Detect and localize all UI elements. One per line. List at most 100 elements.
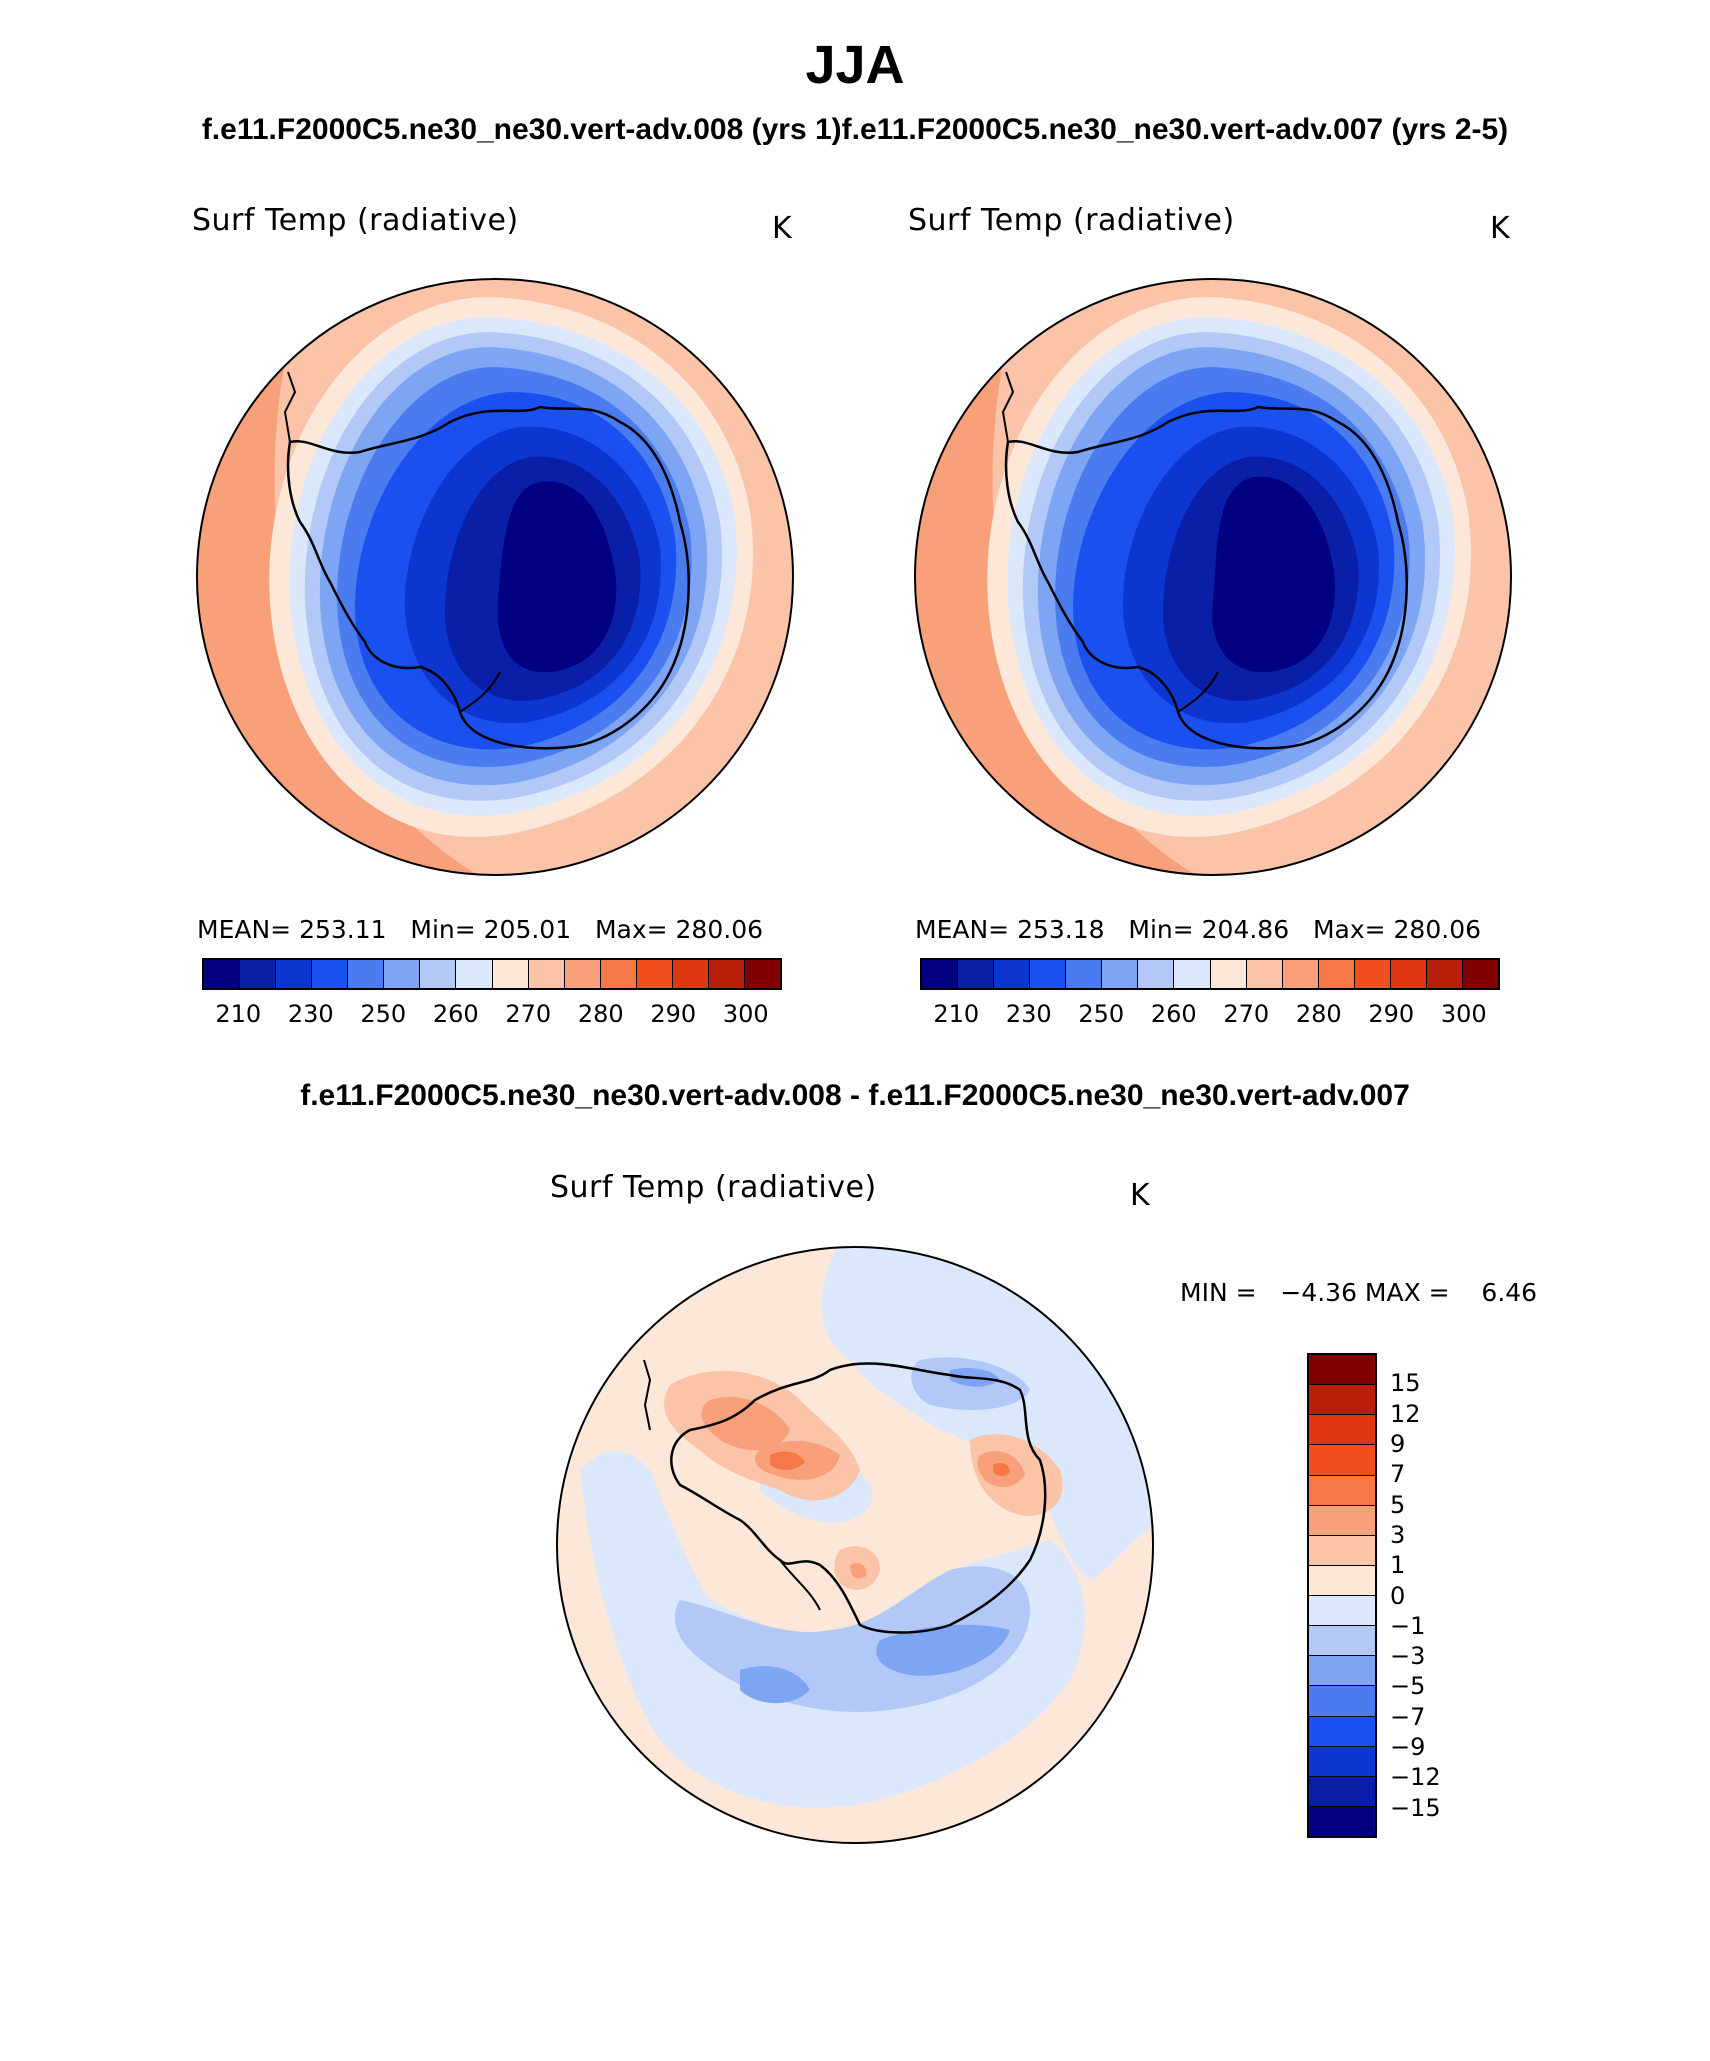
colorbar-tick-label: 210 bbox=[215, 1000, 262, 1028]
colorbar-swatch bbox=[1390, 960, 1427, 988]
colorbar-tick-label: 1 bbox=[1390, 1551, 1406, 1580]
colorbar-swatch bbox=[420, 960, 457, 988]
colorbar-tick-label: 15 bbox=[1390, 1369, 1421, 1398]
colorbar-tick-label: 290 bbox=[1368, 1000, 1415, 1028]
colorbar-tick-label: 300 bbox=[1440, 1000, 1487, 1028]
colorbar-swatch bbox=[1030, 960, 1067, 988]
colorbar-swatch bbox=[1282, 960, 1319, 988]
colorbar-swatch bbox=[1354, 960, 1391, 988]
panel2-colorbar bbox=[920, 958, 1500, 990]
colorbar-swatch bbox=[1309, 1656, 1375, 1687]
colorbar-tick-label: 230 bbox=[287, 1000, 334, 1028]
colorbar-tick-label: 260 bbox=[1150, 1000, 1197, 1028]
panel1-stats: MEAN= 253.11 Min= 205.01 Max= 280.06 bbox=[197, 915, 764, 944]
colorbar-swatch bbox=[1309, 1385, 1375, 1416]
colorbar-tick-label: −9 bbox=[1390, 1733, 1426, 1762]
colorbar-swatch bbox=[1309, 1596, 1375, 1627]
panel1-colorbar-ticks: 210 230 250 260 270 280 290 300 bbox=[202, 1000, 782, 1030]
panel2-variable-label: Surf Temp (radiative) bbox=[908, 203, 1235, 238]
panel1-units-label: K bbox=[772, 211, 793, 246]
colorbar-tick-label: 290 bbox=[650, 1000, 697, 1028]
colorbar-swatch bbox=[456, 960, 493, 988]
panel2-polar-map bbox=[914, 278, 1512, 876]
colorbar-swatch bbox=[492, 960, 529, 988]
colorbar-swatch bbox=[1309, 1505, 1375, 1536]
colorbar-tick-label: 300 bbox=[722, 1000, 769, 1028]
colorbar-swatch bbox=[384, 960, 421, 988]
colorbar-swatch bbox=[1462, 960, 1498, 988]
colorbar-tick-label: −7 bbox=[1390, 1702, 1426, 1731]
colorbar-tick-label: 12 bbox=[1390, 1399, 1421, 1428]
panel1-variable-label: Surf Temp (radiative) bbox=[192, 203, 519, 238]
colorbar-swatch bbox=[1066, 960, 1103, 988]
colorbar-swatch bbox=[1309, 1686, 1375, 1717]
colorbar-swatch bbox=[564, 960, 601, 988]
colorbar-tick-label: 260 bbox=[432, 1000, 479, 1028]
colorbar-swatch bbox=[1309, 1806, 1375, 1836]
colorbar-tick-label: 280 bbox=[1295, 1000, 1342, 1028]
colorbar-tick-label: −1 bbox=[1390, 1611, 1426, 1640]
colorbar-swatch bbox=[312, 960, 349, 988]
colorbar-swatch bbox=[1426, 960, 1463, 988]
diff-polar-map bbox=[556, 1246, 1154, 1844]
colorbar-tick-label: 7 bbox=[1390, 1460, 1406, 1489]
colorbar-swatch bbox=[958, 960, 995, 988]
colorbar-tick-label: 3 bbox=[1390, 1520, 1406, 1549]
colorbar-swatch bbox=[672, 960, 709, 988]
colorbar-tick-label: −12 bbox=[1390, 1763, 1441, 1792]
colorbar-swatch bbox=[708, 960, 745, 988]
colorbar-swatch bbox=[922, 960, 959, 988]
diff-units-label: K bbox=[1130, 1178, 1151, 1213]
colorbar-swatch bbox=[348, 960, 385, 988]
season-title: JJA bbox=[805, 35, 905, 95]
colorbar-swatch bbox=[994, 960, 1031, 988]
colorbar-swatch bbox=[636, 960, 673, 988]
colorbar-swatch bbox=[1210, 960, 1247, 988]
colorbar-swatch bbox=[1318, 960, 1355, 988]
colorbar-tick-label: −15 bbox=[1390, 1793, 1441, 1822]
colorbar-swatch bbox=[276, 960, 313, 988]
colorbar-swatch bbox=[1309, 1535, 1375, 1566]
colorbar-tick-label: −3 bbox=[1390, 1642, 1426, 1671]
colorbar-swatch bbox=[1309, 1475, 1375, 1506]
colorbar-swatch bbox=[204, 960, 241, 988]
colorbar-swatch bbox=[1246, 960, 1283, 988]
colorbar-swatch bbox=[1309, 1776, 1375, 1807]
colorbar-swatch bbox=[1309, 1415, 1375, 1446]
panel2-stats: MEAN= 253.18 Min= 204.86 Max= 280.06 bbox=[915, 915, 1482, 944]
colorbar-swatch bbox=[1138, 960, 1175, 988]
panel2-colorbar-ticks: 210 230 250 260 270 280 290 300 bbox=[920, 1000, 1500, 1030]
colorbar-tick-label: 250 bbox=[360, 1000, 407, 1028]
panel1-colorbar bbox=[202, 958, 782, 990]
colorbar-swatch bbox=[1309, 1626, 1375, 1657]
colorbar-swatch bbox=[1309, 1716, 1375, 1747]
colorbar-swatch bbox=[744, 960, 780, 988]
colorbar-swatch bbox=[600, 960, 637, 988]
diff-colorbar bbox=[1307, 1353, 1377, 1838]
colorbar-swatch bbox=[1174, 960, 1211, 988]
colorbar-tick-label: 250 bbox=[1078, 1000, 1125, 1028]
colorbar-swatch bbox=[528, 960, 565, 988]
colorbar-tick-label: 270 bbox=[505, 1000, 552, 1028]
colorbar-tick-label: 230 bbox=[1005, 1000, 1052, 1028]
colorbar-swatch bbox=[1309, 1445, 1375, 1476]
panel1-polar-map bbox=[196, 278, 794, 876]
colorbar-swatch bbox=[1309, 1746, 1375, 1777]
colorbar-swatch bbox=[1309, 1565, 1375, 1596]
colorbar-swatch bbox=[1102, 960, 1139, 988]
colorbar-tick-label: −5 bbox=[1390, 1672, 1426, 1701]
colorbar-tick-label: 9 bbox=[1390, 1429, 1406, 1458]
colorbar-tick-label: 280 bbox=[577, 1000, 624, 1028]
diff-variable-label: Surf Temp (radiative) bbox=[550, 1170, 877, 1205]
runs-subtitle: f.e11.F2000C5.ne30_ne30.vert-adv.008 (yr… bbox=[201, 113, 1509, 146]
colorbar-tick-label: 270 bbox=[1223, 1000, 1270, 1028]
diff-colorbar-ticks: 15 12 9 7 5 3 1 0 −1 −3 −5 −7 −9 −12 −15 bbox=[1390, 1353, 1470, 1838]
diff-minmax: MIN = −4.36 MAX = 6.46 bbox=[1180, 1278, 1538, 1307]
colorbar-tick-label: 0 bbox=[1390, 1581, 1406, 1610]
colorbar-tick-label: 5 bbox=[1390, 1490, 1406, 1519]
panel2-units-label: K bbox=[1490, 211, 1511, 246]
colorbar-swatch bbox=[1309, 1355, 1375, 1386]
colorbar-swatch bbox=[240, 960, 277, 988]
difference-title: f.e11.F2000C5.ne30_ne30.vert-adv.008 - f… bbox=[300, 1079, 1410, 1112]
colorbar-tick-label: 210 bbox=[933, 1000, 980, 1028]
